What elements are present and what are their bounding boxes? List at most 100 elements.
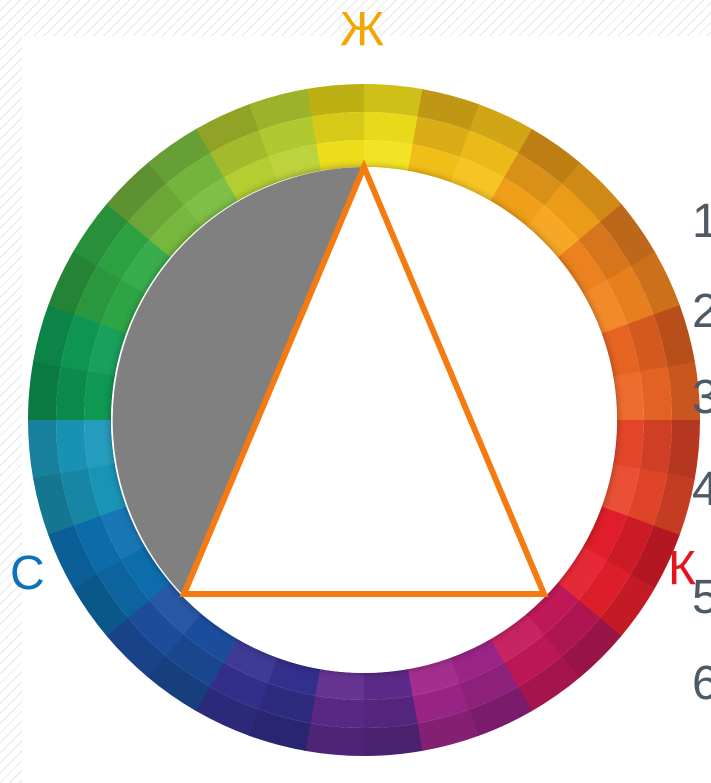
wheel-segment xyxy=(407,144,461,183)
wheel-segment xyxy=(33,303,75,367)
wheel-segment xyxy=(310,112,366,145)
wheel-segment xyxy=(165,633,224,687)
wheel-segment xyxy=(416,709,479,752)
wheel-segment xyxy=(601,463,640,517)
wheel-segment xyxy=(525,582,579,636)
wheel-segment xyxy=(543,184,601,241)
wheel-segment xyxy=(105,617,167,678)
wheel-segment xyxy=(106,161,167,223)
wheel-segment xyxy=(667,361,700,422)
number-5: 5 xyxy=(692,571,711,624)
wheel-segment xyxy=(653,305,696,368)
wheel-segment xyxy=(84,370,115,420)
label-yellow: Ж xyxy=(340,3,385,56)
wheel-segment xyxy=(577,560,631,619)
wheel-segment xyxy=(526,205,580,259)
wheel-segment xyxy=(667,420,700,480)
wheel-segment xyxy=(257,682,316,724)
wheel-segment xyxy=(305,84,366,117)
wheel-segment xyxy=(490,177,545,227)
wheel-segment xyxy=(601,324,640,377)
wheel-segment xyxy=(578,222,632,281)
wheel-segment xyxy=(613,420,644,470)
wheel-segment xyxy=(149,204,203,258)
wheel-segment xyxy=(47,524,98,588)
wheel-segment xyxy=(209,661,269,710)
wheel-segment xyxy=(630,525,680,590)
wheel-segment xyxy=(412,116,471,158)
wheel-segment xyxy=(183,613,238,663)
wheel-segment xyxy=(557,240,607,295)
wheel-segment xyxy=(268,144,321,183)
wheel-segment xyxy=(411,683,470,724)
wheel-segment xyxy=(210,130,270,178)
number-2: 2 xyxy=(692,285,711,338)
wheel-segment xyxy=(88,463,127,516)
wheel-segment xyxy=(148,581,202,635)
wheel-segment xyxy=(97,221,151,280)
wheel-segment xyxy=(315,140,365,171)
wheel-segment xyxy=(258,116,317,157)
wheel-segment xyxy=(653,473,695,537)
wheel-segment xyxy=(362,723,423,756)
wheel-segment xyxy=(84,419,115,469)
wheel-segment xyxy=(557,546,607,601)
wheel-segment xyxy=(60,467,101,526)
wheel-segment xyxy=(626,468,668,527)
number-3: 3 xyxy=(692,371,711,424)
wheel-segment xyxy=(88,323,127,377)
wheel-segment xyxy=(613,371,644,421)
wheel-segment xyxy=(196,103,260,154)
wheel-segment xyxy=(543,599,600,657)
color-wheel-ring xyxy=(28,84,700,756)
wheel-segment xyxy=(224,156,279,201)
wheel-segment xyxy=(314,669,364,700)
wheel-segment xyxy=(100,505,145,560)
wheel-segment xyxy=(48,250,98,315)
wheel-segment xyxy=(56,365,89,420)
wheel-segment xyxy=(56,418,89,474)
wheel-segment xyxy=(583,280,628,335)
wheel-segment xyxy=(223,638,278,684)
wheel-segment xyxy=(605,515,654,575)
wheel-segment xyxy=(364,84,424,117)
wheel-segment xyxy=(561,162,623,223)
wheel-segment xyxy=(304,723,364,756)
wheel-segment xyxy=(127,599,185,656)
wheel-segment xyxy=(561,617,622,679)
number-4: 4 xyxy=(692,463,711,516)
wheel-segment xyxy=(504,153,563,207)
wheel-segment xyxy=(606,266,654,326)
wheel-segment xyxy=(627,314,668,373)
wheel-segment xyxy=(363,669,413,700)
wheel-segment xyxy=(28,418,61,479)
wheel-segment xyxy=(407,657,460,696)
color-triangle xyxy=(179,159,549,597)
wheel-segment xyxy=(74,514,122,574)
wheel-segment xyxy=(60,313,102,372)
wheel-segment xyxy=(582,506,628,561)
number-1: 1 xyxy=(692,195,711,248)
wheel-segment xyxy=(468,686,532,737)
wheel-segment xyxy=(364,140,414,171)
wheel-segment xyxy=(639,420,672,475)
wheel-segment xyxy=(518,129,581,185)
wheel-segment xyxy=(450,156,505,202)
wheel-segment xyxy=(630,252,681,316)
wheel-segment xyxy=(639,366,672,422)
number-6: 6 xyxy=(692,657,711,710)
wheel-segment xyxy=(128,183,185,241)
label-blue: С xyxy=(10,547,45,600)
wheel-segment xyxy=(599,574,655,637)
wheel-segment xyxy=(247,709,311,751)
wheel-segment xyxy=(417,89,481,131)
wheel-segment xyxy=(74,265,123,325)
label-red: К xyxy=(668,542,696,595)
wheel-segment xyxy=(458,662,518,710)
gray-segment xyxy=(112,167,364,594)
wheel-segment xyxy=(100,279,146,334)
wheel-segment xyxy=(166,152,225,206)
wheel-segment xyxy=(267,657,321,696)
